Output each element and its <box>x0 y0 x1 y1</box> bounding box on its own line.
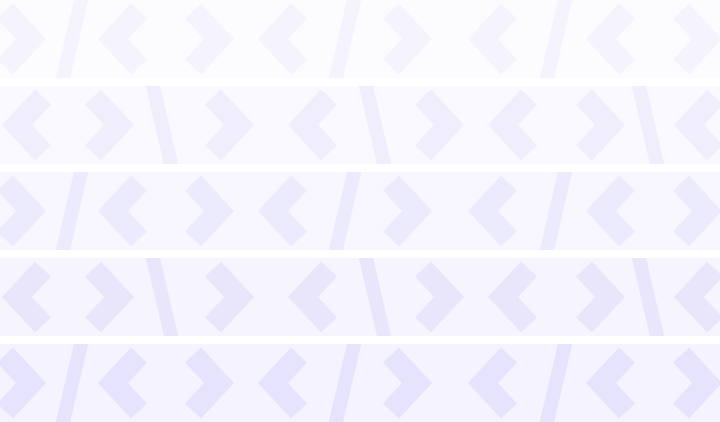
chevron-left-icon <box>257 175 308 247</box>
chevron-right-icon <box>672 347 720 419</box>
slash-icon <box>539 172 573 250</box>
chevron-right-icon <box>672 3 720 75</box>
chevron-right-icon <box>184 175 235 247</box>
chevron-right-icon <box>382 3 433 75</box>
band-5 <box>0 344 720 422</box>
chevron-left-icon <box>673 261 720 333</box>
chevron-left-icon <box>97 175 148 247</box>
chevron-right-icon <box>414 261 465 333</box>
chevron-left-icon <box>1 89 52 161</box>
slash-icon <box>55 172 89 250</box>
band-3-glyphs <box>0 172 720 250</box>
chevron-left-icon <box>467 3 518 75</box>
chevron-left-icon <box>1 261 52 333</box>
chevron-right-icon <box>382 175 433 247</box>
chevron-left-icon <box>467 347 518 419</box>
slash-icon <box>358 258 392 336</box>
chevron-left-icon <box>673 89 720 161</box>
chevron-right-icon <box>672 175 720 247</box>
chevron-left-icon <box>97 3 148 75</box>
slash-icon <box>539 344 573 422</box>
slash-icon <box>55 344 89 422</box>
band-1 <box>0 0 720 78</box>
band-2-glyphs <box>1 86 720 164</box>
band-4-glyphs <box>1 258 720 336</box>
slash-icon <box>631 86 665 164</box>
band-1-glyphs <box>0 0 720 78</box>
chevron-right-icon <box>84 261 135 333</box>
chevron-right-icon <box>184 347 235 419</box>
band-4 <box>0 258 720 336</box>
chevron-right-icon <box>0 347 47 419</box>
chevron-right-icon <box>204 261 255 333</box>
chevron-left-icon <box>487 89 538 161</box>
chevron-left-icon <box>257 3 308 75</box>
band-2 <box>0 86 720 164</box>
chevron-right-icon <box>184 3 235 75</box>
chevron-left-icon <box>585 347 636 419</box>
band-5-glyphs <box>0 344 720 422</box>
slash-icon <box>631 258 665 336</box>
slash-icon <box>539 0 573 78</box>
chevron-left-icon <box>487 261 538 333</box>
chevron-left-icon <box>585 3 636 75</box>
slash-icon <box>55 0 89 78</box>
slash-icon <box>328 172 362 250</box>
chevron-right-icon <box>382 347 433 419</box>
chevron-left-icon <box>257 347 308 419</box>
chevron-right-icon <box>414 89 465 161</box>
slash-icon <box>328 0 362 78</box>
chevron-left-icon <box>585 175 636 247</box>
slash-icon <box>358 86 392 164</box>
band-3 <box>0 172 720 250</box>
chevron-left-icon <box>467 175 518 247</box>
chevron-left-icon <box>97 347 148 419</box>
chevron-left-icon <box>287 89 338 161</box>
slash-icon <box>145 258 179 336</box>
chevron-right-icon <box>204 89 255 161</box>
slash-icon <box>328 344 362 422</box>
chevron-right-icon <box>84 89 135 161</box>
chevron-right-icon <box>0 3 47 75</box>
chevron-right-icon <box>575 89 626 161</box>
slash-icon <box>145 86 179 164</box>
chevron-right-icon <box>575 261 626 333</box>
chevron-right-icon <box>0 175 47 247</box>
chevron-left-icon <box>287 261 338 333</box>
